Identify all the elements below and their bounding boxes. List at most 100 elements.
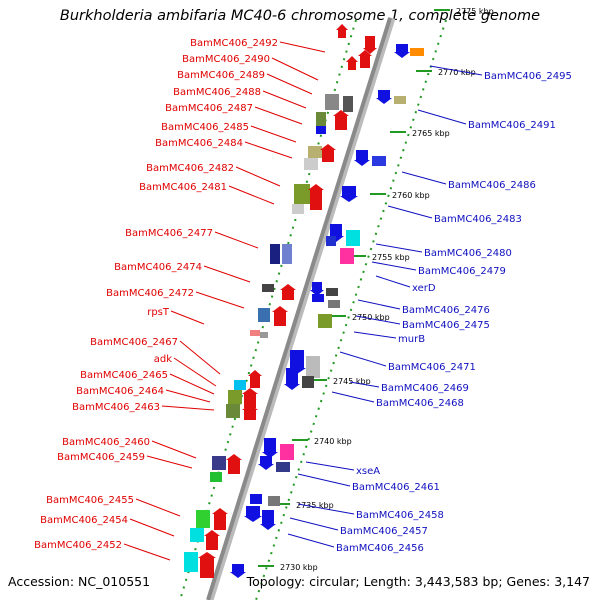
gene-feature [326, 236, 336, 246]
gene-label-right: BamMC406_2458 [356, 510, 444, 521]
label-leader [195, 291, 245, 309]
gene-label-right: BamMC406_2483 [434, 214, 522, 225]
gene-arrow [242, 388, 258, 394]
gene-feature [246, 506, 260, 516]
label-leader [169, 373, 215, 395]
gene-feature [250, 330, 260, 336]
gene-feature [343, 96, 353, 112]
gene-feature [346, 230, 360, 246]
label-leader [266, 73, 313, 95]
gene-feature [206, 536, 218, 550]
gene-feature [264, 438, 276, 452]
gene-feature [372, 156, 386, 166]
topology-summary: Topology: circular; Length: 3,443,583 bp… [246, 574, 590, 589]
label-leader [331, 391, 375, 403]
gene-arrow [320, 144, 336, 150]
gene-feature [260, 332, 268, 338]
label-leader [135, 498, 181, 517]
gene-feature [310, 190, 322, 210]
gene-feature [214, 514, 226, 530]
gene-label-right: BamMC406_2495 [484, 71, 572, 82]
gene-feature [318, 314, 332, 328]
gene-feature [292, 204, 304, 214]
label-leader [297, 473, 351, 487]
gene-feature [228, 390, 242, 404]
gene-label-left: BamMC406_2481 [139, 182, 227, 193]
gene-label-left: BamMC406_2489 [177, 70, 265, 81]
label-leader [357, 299, 401, 310]
gene-label-left: BamMC406_2485 [161, 122, 249, 133]
gene-feature [250, 494, 262, 504]
gene-feature [394, 96, 406, 104]
gene-arrow [260, 524, 276, 530]
gene-feature [290, 350, 304, 368]
gene-arrow [336, 24, 348, 30]
gene-label-right: BamMC406_2471 [388, 362, 476, 373]
gene-arrow [340, 196, 358, 202]
gene-feature [270, 244, 280, 264]
gene-features [184, 24, 424, 578]
label-leader [129, 518, 175, 537]
gene-label-left: BamMC406_2484 [155, 138, 243, 149]
gene-feature [338, 30, 346, 38]
gene-label-left: BamMC406_2465 [80, 370, 168, 381]
gene-feature [306, 356, 320, 378]
gene-label-left: BamMC406_2454 [40, 515, 128, 526]
tick-track-right [255, 19, 447, 600]
gene-label-left: BamMC406_2492 [190, 38, 278, 49]
gene-arrow [230, 572, 246, 578]
label-leader [271, 57, 319, 81]
gene-label-left: BamMC406_2482 [146, 163, 234, 174]
gene-label-left: BamMC406_2474 [114, 262, 202, 273]
label-leader [375, 243, 423, 253]
gene-feature [260, 456, 272, 464]
label-leader [179, 340, 221, 375]
gene-feature [325, 94, 339, 110]
label-leader [305, 461, 355, 471]
gene-arrow [358, 50, 372, 56]
gene-feature [282, 244, 292, 264]
label-leader [203, 265, 251, 283]
label-leader [401, 171, 447, 185]
gene-feature [340, 248, 354, 264]
gene-label-left: BamMC406_2477 [125, 228, 213, 239]
gene-feature [210, 472, 222, 482]
gene-arrow [394, 52, 410, 58]
gene-arrow [198, 552, 216, 558]
gene-arrow [346, 56, 358, 62]
gene-labels: BamMC406_2492 BamMC406_2490 BamMC406_2489 B… [34, 38, 572, 554]
gene-feature [396, 44, 408, 52]
label-leaders [123, 41, 483, 561]
label-leader [349, 381, 380, 388]
gene-label-left: BamMC406_2467 [90, 337, 178, 348]
tick-label: 2760 kbp [392, 191, 430, 200]
gene-feature [348, 62, 356, 70]
label-leader [279, 41, 326, 53]
gene-feature [316, 112, 326, 126]
gene-label-right: BamMC406_2475 [402, 320, 490, 331]
label-leader [371, 261, 417, 271]
gene-feature [328, 300, 340, 308]
map-title: Burkholderia ambifaria MC40-6 chromosome… [59, 8, 541, 24]
gene-arrow [354, 160, 370, 166]
gene-feature [294, 184, 310, 204]
label-leader [173, 357, 217, 387]
gene-label-left: rpsT [147, 307, 170, 318]
gene-label-right: xerD [412, 283, 436, 294]
gene-feature [234, 380, 246, 390]
gene-label-right: BamMC406_2461 [352, 482, 440, 493]
gene-feature [378, 90, 390, 98]
label-leader [165, 389, 211, 403]
gene-feature [212, 456, 226, 470]
gene-label-right: BamMC406_2468 [376, 398, 464, 409]
tick-label: 2730 kbp [280, 563, 318, 572]
label-leader [339, 351, 387, 367]
tick-label: 2775 kbp [456, 7, 494, 16]
gene-feature [274, 312, 286, 326]
gene-feature [228, 460, 240, 474]
gene-arrow [248, 370, 262, 376]
gene-arrow [204, 530, 220, 536]
label-leader [146, 455, 193, 469]
label-leader [262, 90, 307, 109]
gene-feature [262, 284, 274, 292]
